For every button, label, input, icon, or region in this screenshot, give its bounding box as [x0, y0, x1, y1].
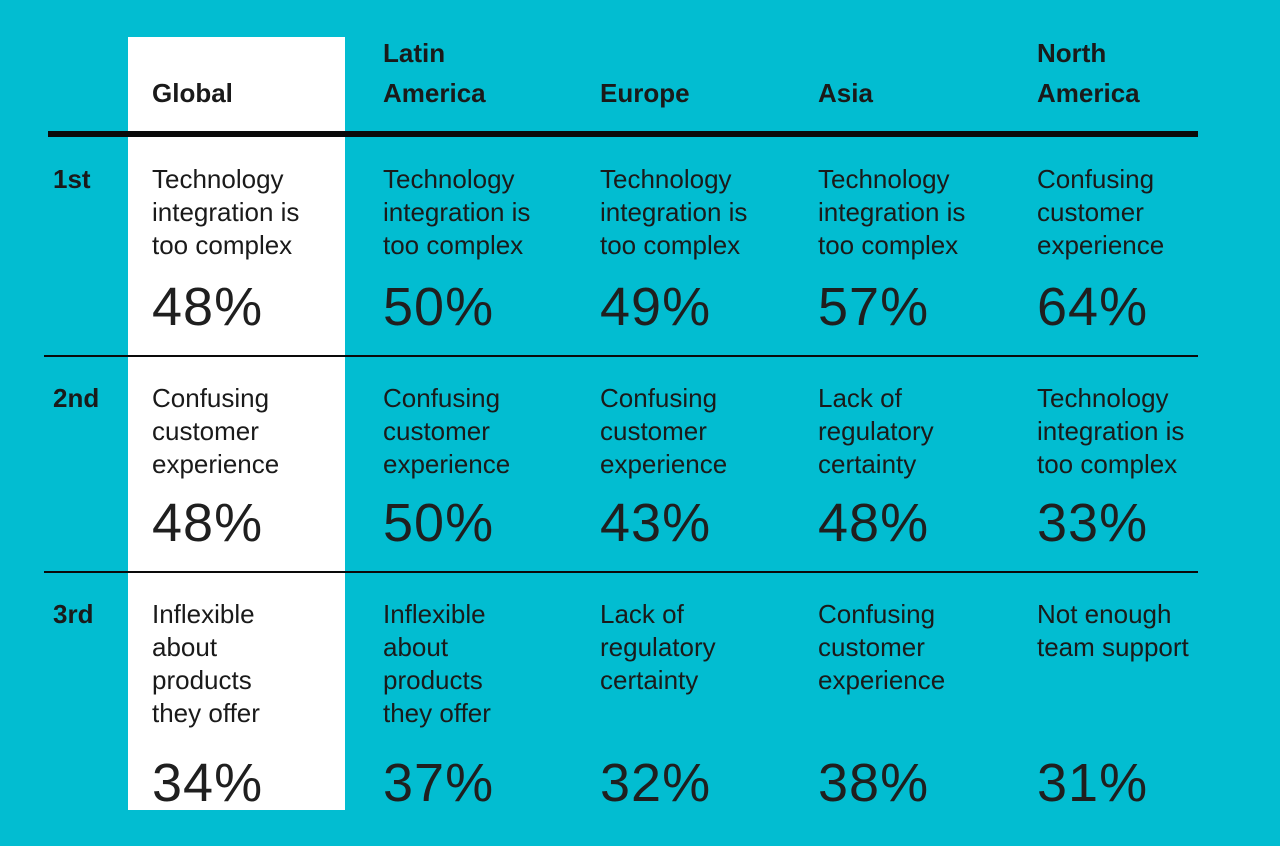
challenge-percent: 34%	[152, 753, 264, 813]
challenge-text: Confusing customer experience	[600, 383, 728, 479]
cell-2nd-latin-america: Confusing customer experience 50%	[345, 356, 562, 572]
cell-1st-europe: Technology integration is too complex 49…	[562, 137, 780, 356]
cell-1st-global: Technology integration is too complex 48…	[128, 137, 345, 356]
row-divider-line-1	[44, 355, 1198, 357]
challenge-text: Technology integration is too complex	[818, 164, 966, 260]
rank-label-3rd: 3rd	[53, 599, 94, 629]
rank-label-2nd: 2nd	[53, 383, 100, 413]
cell-3rd-latin-america: Inflexible about products they offer 37%	[345, 572, 562, 846]
challenge-percent: 48%	[152, 277, 264, 337]
cell-1st-asia: Technology integration is too complex 57…	[780, 137, 998, 356]
challenge-percent: 31%	[1037, 753, 1149, 813]
cell-3rd-europe: Lack of regulatory certainty 32%	[562, 572, 780, 846]
rank-label-1st: 1st	[53, 164, 91, 194]
header-divider-line	[48, 131, 1198, 137]
cell-3rd-asia: Confusing customer experience 38%	[780, 572, 998, 846]
challenge-percent: 38%	[818, 753, 930, 813]
row-divider-line-2	[44, 571, 1198, 573]
challenge-text: Technology integration is too complex	[1037, 383, 1185, 479]
column-header-latin-america: Latin America	[345, 0, 562, 137]
challenge-percent: 49%	[600, 277, 712, 337]
column-header-europe-label: Europe	[600, 78, 690, 108]
table-grid: Global Latin America Europe Asia North A…	[0, 0, 1216, 846]
column-header-latin-america-label: Latin America	[383, 38, 486, 108]
cell-2nd-europe: Confusing customer experience 43%	[562, 356, 780, 572]
challenge-percent: 64%	[1037, 277, 1149, 337]
challenge-text: Lack of regulatory certainty	[600, 599, 716, 695]
challenge-percent: 37%	[383, 753, 495, 813]
challenge-text: Inflexible about products they offer	[383, 599, 491, 728]
global-column-highlight	[128, 37, 345, 810]
column-header-north-america: North America	[998, 0, 1216, 137]
challenge-text: Inflexible about products they offer	[152, 599, 260, 728]
cell-3rd-global: Inflexible about products they offer 34%	[128, 572, 345, 846]
challenge-text: Confusing customer experience	[152, 383, 280, 479]
challenge-percent: 43%	[600, 493, 712, 553]
column-header-asia: Asia	[780, 0, 998, 137]
challenge-text: Confusing customer experience	[1037, 164, 1165, 260]
column-header-global: Global	[128, 0, 345, 137]
cell-1st-latin-america: Technology integration is too complex 50…	[345, 137, 562, 356]
challenge-percent: 33%	[1037, 493, 1149, 553]
column-header-north-america-label: North America	[1037, 38, 1140, 108]
challenge-percent: 57%	[818, 277, 930, 337]
column-header-europe: Europe	[562, 0, 780, 137]
challenge-text: Technology integration is too complex	[600, 164, 748, 260]
column-header-asia-label: Asia	[818, 78, 873, 108]
challenge-percent: 50%	[383, 277, 495, 337]
challenge-text: Confusing customer experience	[383, 383, 511, 479]
cell-2nd-asia: Lack of regulatory certainty 48%	[780, 356, 998, 572]
challenge-percent: 32%	[600, 753, 712, 813]
challenge-text: Confusing customer experience	[818, 599, 946, 695]
challenge-percent: 48%	[152, 493, 264, 553]
challenge-text: Technology integration is too complex	[383, 164, 531, 260]
challenge-text: Lack of regulatory certainty	[818, 383, 934, 479]
cell-1st-north-america: Confusing customer experience 64%	[998, 137, 1216, 356]
header-rank-spacer	[0, 0, 128, 137]
cell-3rd-north-america: Not enough team support 31%	[998, 572, 1216, 846]
challenge-text: Not enough team support	[1037, 599, 1189, 662]
column-header-global-label: Global	[152, 78, 233, 108]
cell-2nd-global: Confusing customer experience 48%	[128, 356, 345, 572]
cell-2nd-north-america: Technology integration is too complex 33…	[998, 356, 1216, 572]
challenge-percent: 48%	[818, 493, 930, 553]
challenge-percent: 50%	[383, 493, 495, 553]
challenge-text: Technology integration is too complex	[152, 164, 300, 260]
